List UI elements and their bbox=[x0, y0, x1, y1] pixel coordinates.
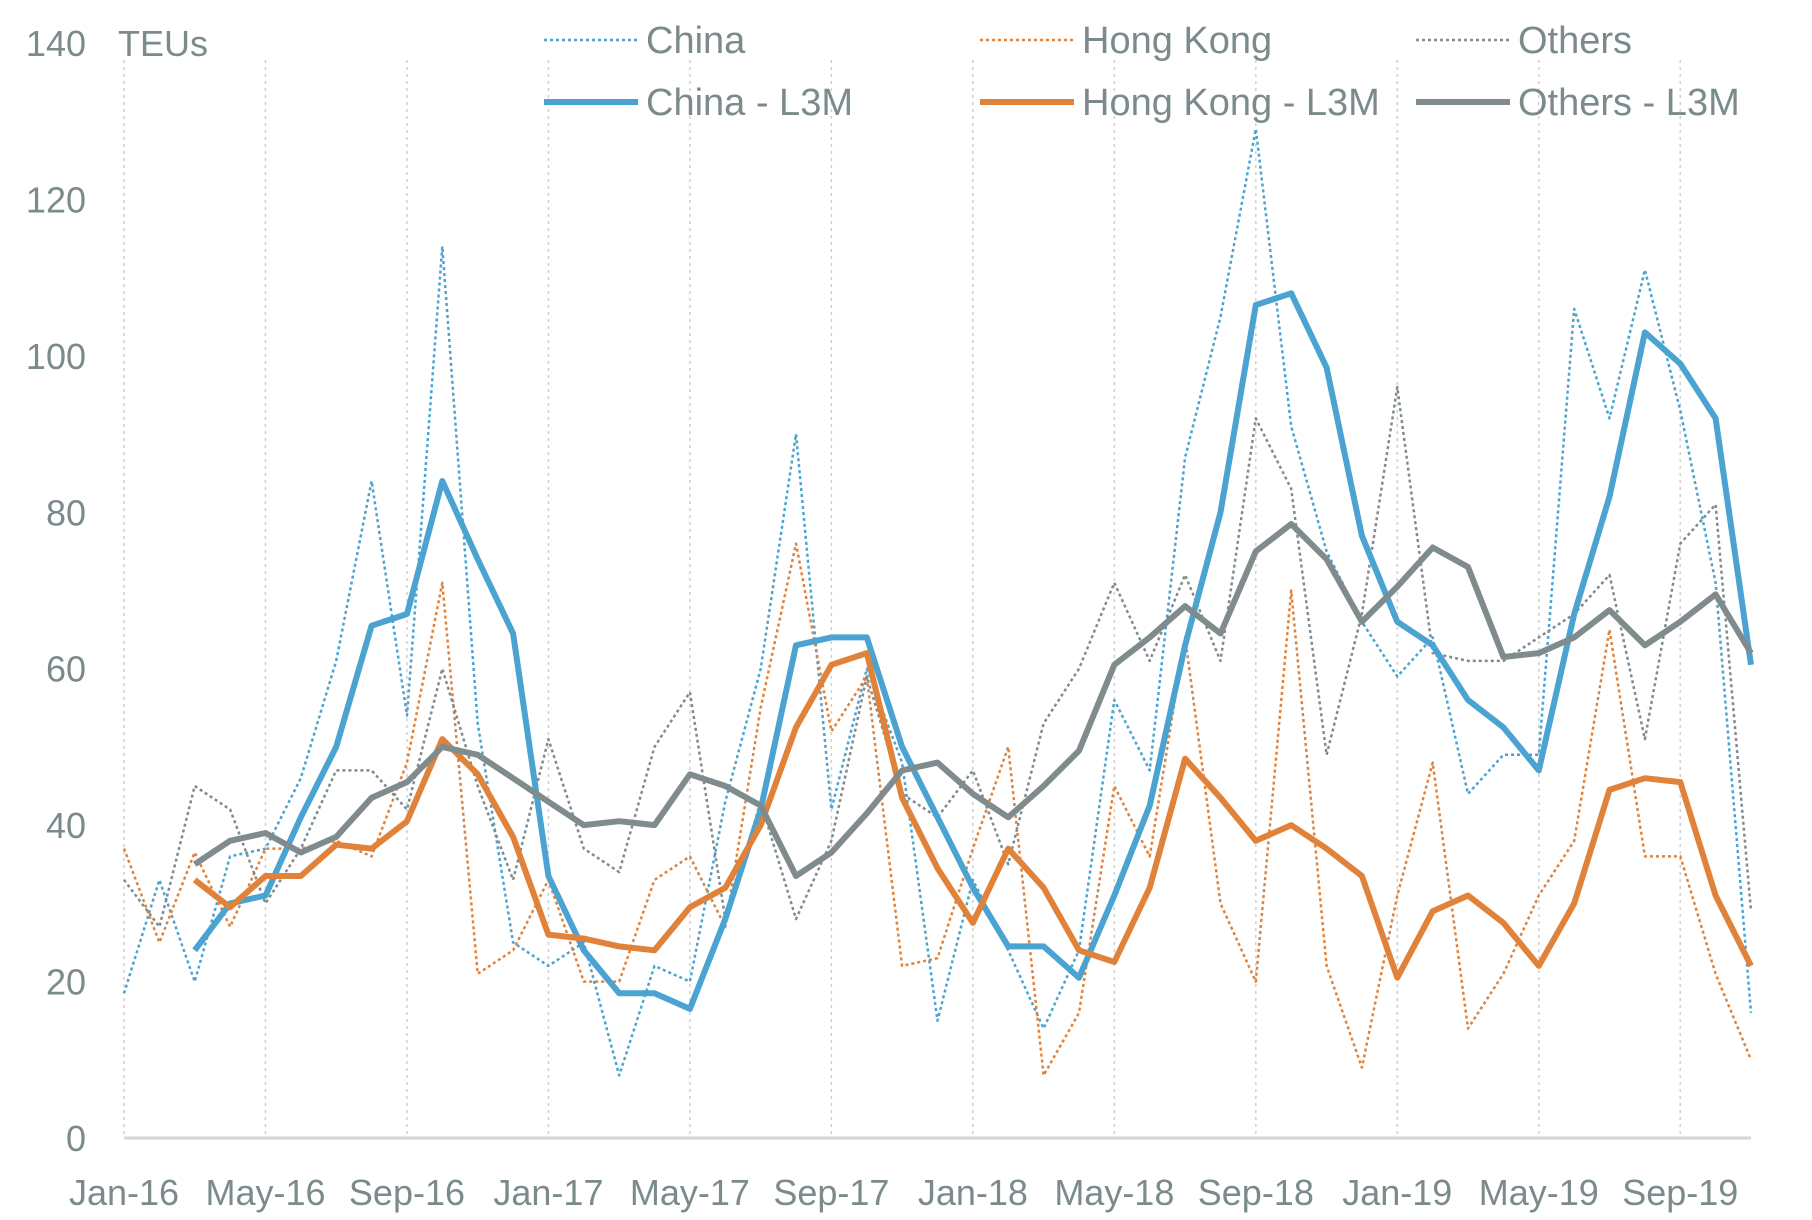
x-tick-label: May-17 bbox=[630, 1172, 750, 1213]
series-lines bbox=[122, 127, 1754, 1077]
x-tick-label: May-16 bbox=[205, 1172, 325, 1213]
y-tick-label: 40 bbox=[46, 805, 86, 846]
series-line-hong-kong bbox=[122, 542, 1753, 1077]
legend-label: Hong Kong - L3M bbox=[1082, 82, 1380, 124]
legend-label: Others - L3M bbox=[1518, 82, 1740, 124]
legend-label: China - L3M bbox=[646, 82, 853, 124]
gridlines bbox=[123, 60, 1682, 1138]
x-tick-label: Sep-16 bbox=[349, 1172, 465, 1213]
legend: China Hong Kong Others China - L3M Hong Kong… bbox=[544, 20, 1740, 124]
legend-label: Hong Kong bbox=[1082, 20, 1272, 62]
legend-label: China bbox=[646, 20, 746, 62]
x-tick-label: Sep-18 bbox=[1198, 1172, 1314, 1213]
y-tick-label: 120 bbox=[26, 179, 86, 220]
y-axis-ticks: 0 20 40 60 80 100 120 140 bbox=[26, 23, 86, 1159]
x-axis-ticks: Jan-16 May-16 Sep-16 Jan-17 May-17 Sep-17 Jan-… bbox=[69, 1172, 1738, 1213]
series-line-others bbox=[123, 385, 1753, 929]
y-tick-label: 80 bbox=[46, 492, 86, 533]
x-tick-label: Sep-17 bbox=[773, 1172, 889, 1213]
y-axis-label: TEUs bbox=[118, 23, 208, 64]
y-tick-label: 140 bbox=[26, 23, 86, 64]
x-tick-label: Jan-16 bbox=[69, 1172, 179, 1213]
x-tick-label: Jan-18 bbox=[918, 1172, 1028, 1213]
x-tick-label: May-18 bbox=[1054, 1172, 1174, 1213]
legend-label: Others bbox=[1518, 20, 1632, 62]
y-tick-label: 20 bbox=[46, 962, 86, 1003]
x-tick-label: Sep-19 bbox=[1622, 1172, 1738, 1213]
x-tick-label: Jan-17 bbox=[493, 1172, 603, 1213]
series-line-china-l3m bbox=[192, 290, 1754, 1012]
series-line-china bbox=[122, 127, 1753, 1077]
series-line-others-l3m bbox=[193, 521, 1754, 879]
x-tick-label: Jan-19 bbox=[1342, 1172, 1452, 1213]
y-tick-label: 0 bbox=[66, 1118, 86, 1159]
y-tick-label: 60 bbox=[46, 649, 86, 690]
x-tick-label: May-19 bbox=[1479, 1172, 1599, 1213]
y-tick-label: 100 bbox=[26, 336, 86, 377]
